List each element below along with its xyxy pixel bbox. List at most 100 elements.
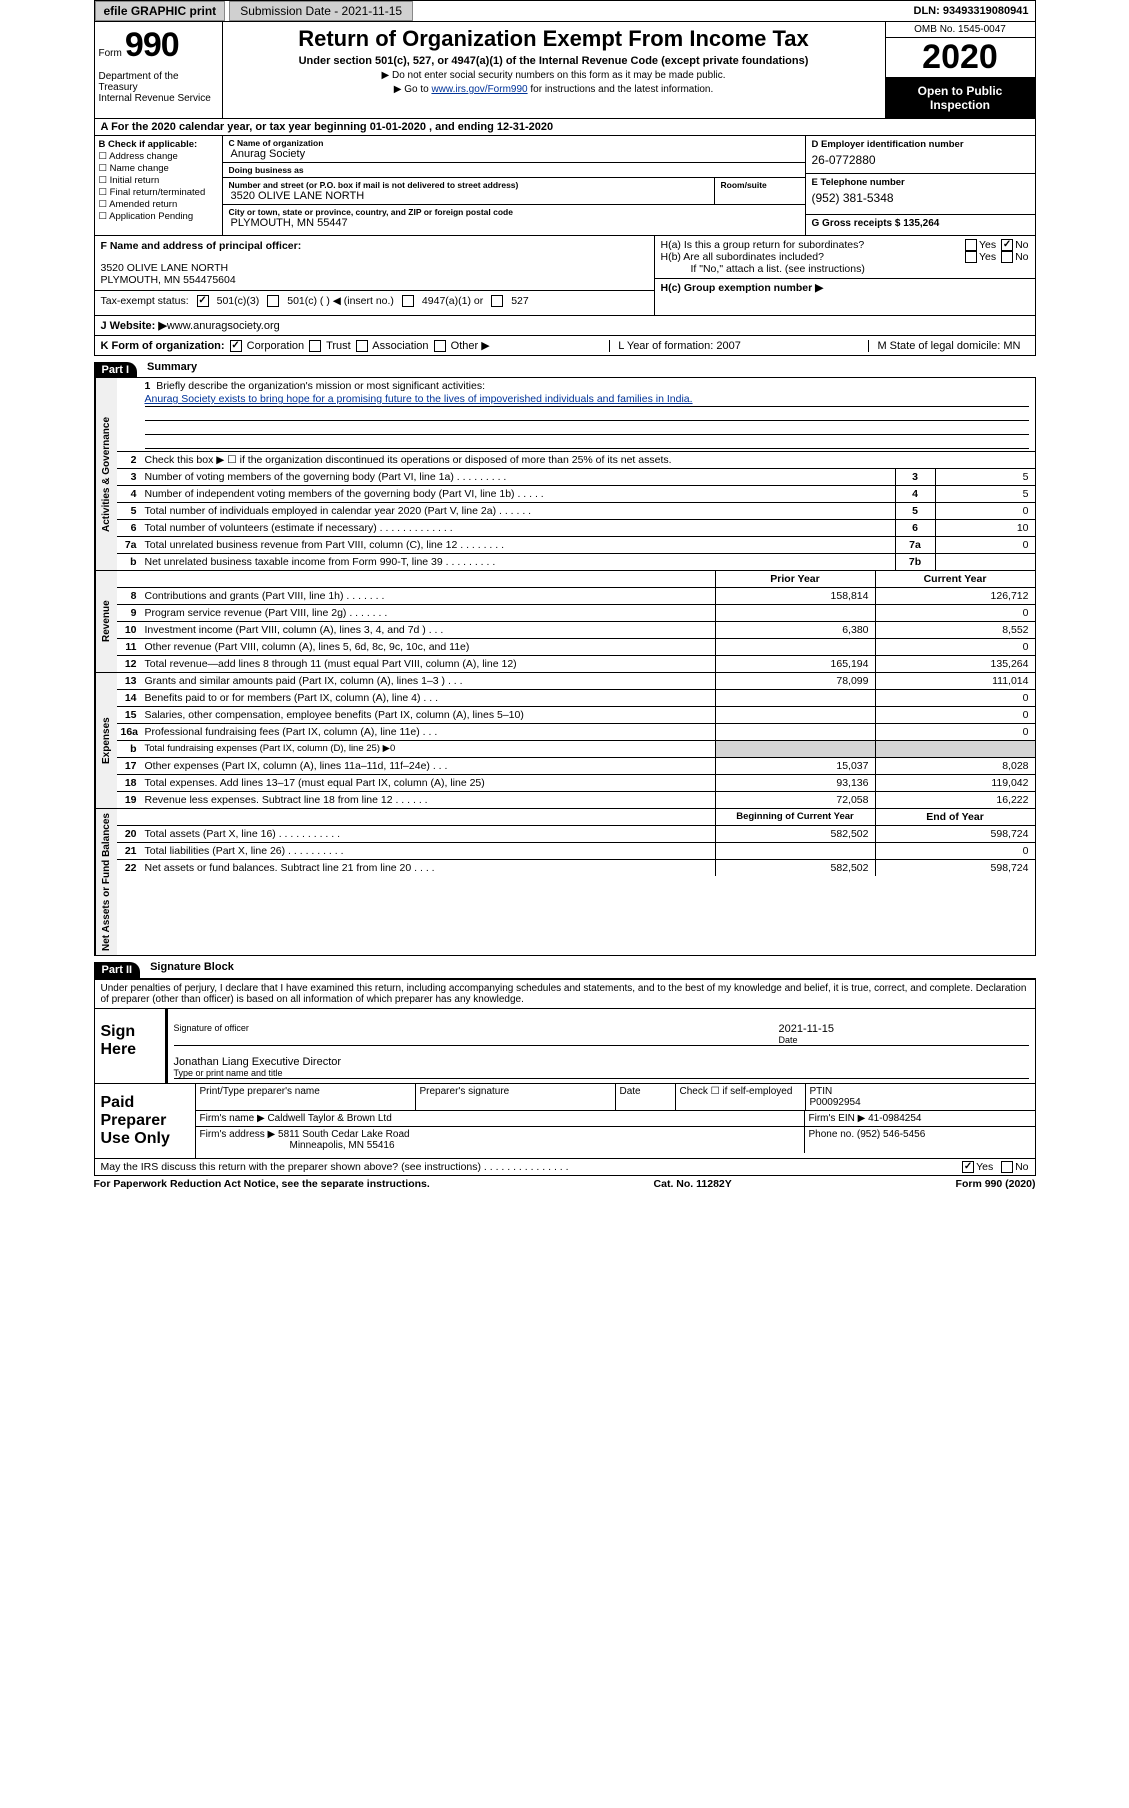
checkbox-trust[interactable] [309, 340, 321, 352]
mission-text[interactable]: Anurag Society exists to bring hope for … [145, 393, 693, 405]
v5: 0 [935, 503, 1035, 519]
org-info-section: B Check if applicable: ☐ Address change … [94, 136, 1036, 236]
vtab-netassets: Net Assets or Fund Balances [95, 809, 117, 955]
officer-block: F Name and address of principal officer:… [95, 236, 655, 315]
v7a: 0 [935, 537, 1035, 553]
part1-body: Activities & Governance 1 Briefly descri… [94, 377, 1036, 956]
ein-value: 26-0772880 [812, 153, 1029, 167]
v6: 10 [935, 520, 1035, 536]
part1-label: Part I [94, 362, 138, 378]
checkbox-amended-return[interactable]: ☐ Amended return [99, 199, 218, 210]
efile-print-button[interactable]: efile GRAPHIC print [95, 1, 226, 21]
declaration: Under penalties of perjury, I declare th… [95, 980, 1035, 1009]
dba-label: Doing business as [229, 165, 799, 175]
discuss-row: May the IRS discuss this return with the… [94, 1159, 1036, 1176]
hb-yes[interactable] [965, 251, 977, 263]
checkbox-final-return[interactable]: ☐ Final return/terminated [99, 187, 218, 198]
checkbox-other[interactable] [434, 340, 446, 352]
sig-officer-label: Signature of officer [174, 1023, 779, 1045]
tax-year: 2020 [886, 38, 1035, 78]
form-subtitle: Under section 501(c), 527, or 4947(a)(1)… [231, 55, 877, 67]
vtab-expenses: Expenses [95, 673, 117, 808]
checkbox-corporation[interactable] [230, 340, 242, 352]
ha-yes[interactable] [965, 239, 977, 251]
checkbox-initial-return[interactable]: ☐ Initial return [99, 175, 218, 186]
checkbox-527[interactable] [491, 295, 503, 307]
checkbox-association[interactable] [356, 340, 368, 352]
discuss-yes[interactable] [962, 1161, 974, 1173]
phone-value: (952) 381-5348 [812, 191, 1029, 205]
hb-no[interactable] [1001, 251, 1013, 263]
instruction-2: ▶ Go to www.irs.gov/Form990 for instruct… [231, 84, 877, 95]
v3: 5 [935, 469, 1035, 485]
state-domicile: M State of legal domicile: MN [868, 340, 1028, 352]
officer-group-section: F Name and address of principal officer:… [94, 236, 1036, 316]
phone-label: E Telephone number [812, 177, 1029, 188]
col-d-ein: D Employer identification number 26-0772… [805, 136, 1035, 235]
q1: Briefly describe the organization's miss… [156, 380, 485, 392]
department: Department of the Treasury Internal Reve… [99, 71, 218, 104]
group-return-block: H(a) Is this a group return for subordin… [655, 236, 1035, 315]
addr-value: 3520 OLIVE LANE NORTH [229, 190, 708, 202]
vtab-activities: Activities & Governance [95, 378, 117, 570]
col-b-checkboxes: B Check if applicable: ☐ Address change … [95, 136, 223, 235]
hb-label: H(b) Are all subordinates included? [661, 251, 824, 263]
submission-date: Submission Date - 2021-11-15 [229, 1, 413, 21]
gross-receipts: G Gross receipts $ 135,264 [812, 218, 1029, 229]
pra-notice: For Paperwork Reduction Act Notice, see … [94, 1178, 430, 1190]
cat-no: Cat. No. 11282Y [654, 1178, 732, 1190]
firm-addr1: 5811 South Cedar Lake Road [278, 1129, 410, 1140]
checkbox-501c[interactable] [267, 295, 279, 307]
q2: Check this box ▶ ☐ if the organization d… [141, 452, 1035, 468]
col-c-org: C Name of organization Anurag Society Do… [223, 136, 805, 235]
addr-label: Number and street (or P.O. box if mail i… [229, 180, 708, 190]
signature-block: Under penalties of perjury, I declare th… [94, 978, 1036, 1159]
q6: Total number of volunteers (estimate if … [141, 520, 895, 536]
omb-number: OMB No. 1545-0047 [886, 22, 1035, 38]
checkbox-4947[interactable] [402, 295, 414, 307]
sign-here-label: Sign Here [95, 1009, 165, 1083]
irs-link[interactable]: www.irs.gov/Form990 [431, 84, 527, 95]
checkbox-application-pending[interactable]: ☐ Application Pending [99, 211, 218, 222]
firm-ein: 41-0984254 [868, 1113, 921, 1124]
open-to-public: Open to Public Inspection [886, 78, 1035, 118]
form-page: Form 990 (2020) [956, 1178, 1036, 1190]
q7a: Total unrelated business revenue from Pa… [141, 537, 895, 553]
instruction-1: ▶ Do not enter social security numbers o… [231, 70, 877, 81]
firm-phone: (952) 546-5456 [857, 1129, 925, 1140]
v7b [935, 554, 1035, 570]
checkbox-name-change[interactable]: ☐ Name change [99, 163, 218, 174]
form-header: Form 990 Department of the Treasury Inte… [94, 22, 1036, 119]
ein-label: D Employer identification number [812, 139, 1029, 150]
topbar: efile GRAPHIC print Submission Date - 20… [94, 0, 1036, 22]
checkbox-address-change[interactable]: ☐ Address change [99, 151, 218, 162]
q5: Total number of individuals employed in … [141, 503, 895, 519]
ha-no[interactable] [1001, 239, 1013, 251]
form-title: Return of Organization Exempt From Incom… [231, 26, 877, 52]
ha-label: H(a) Is this a group return for subordin… [661, 239, 865, 251]
year-formation: L Year of formation: 2007 [609, 340, 749, 352]
q4: Number of independent voting members of … [141, 486, 895, 502]
tax-exempt-label: Tax-exempt status: [101, 295, 189, 307]
col-b-header: B Check if applicable: [99, 139, 218, 150]
officer-label: F Name and address of principal officer: [101, 240, 648, 252]
line-a: A For the 2020 calendar year, or tax yea… [94, 119, 1036, 136]
hc-label: H(c) Group exemption number ▶ [661, 282, 824, 294]
officer-addr1: 3520 OLIVE LANE NORTH [101, 262, 648, 274]
discuss-no[interactable] [1001, 1161, 1013, 1173]
signer-name: Jonathan Liang Executive Director [174, 1056, 1029, 1068]
year-block: OMB No. 1545-0047 2020 Open to Public In… [885, 22, 1035, 118]
form-of-org-row: K Form of organization: Corporation Trus… [94, 336, 1036, 356]
q3: Number of voting members of the governin… [141, 469, 895, 485]
paid-preparer-label: Paid Preparer Use Only [95, 1084, 195, 1158]
ptin: P00092954 [810, 1097, 861, 1108]
officer-addr2: PLYMOUTH, MN 554475604 [101, 274, 648, 286]
website-label: J Website: ▶ [101, 319, 167, 332]
form-word: Form [99, 48, 122, 59]
prior-year-hdr: Prior Year [715, 571, 875, 587]
website-value: www.anuragsociety.org [167, 320, 280, 332]
checkbox-501c3[interactable] [197, 295, 209, 307]
room-label: Room/suite [721, 180, 799, 190]
website-row: J Website: ▶ www.anuragsociety.org [94, 316, 1036, 336]
part2-title: Signature Block [150, 961, 234, 973]
